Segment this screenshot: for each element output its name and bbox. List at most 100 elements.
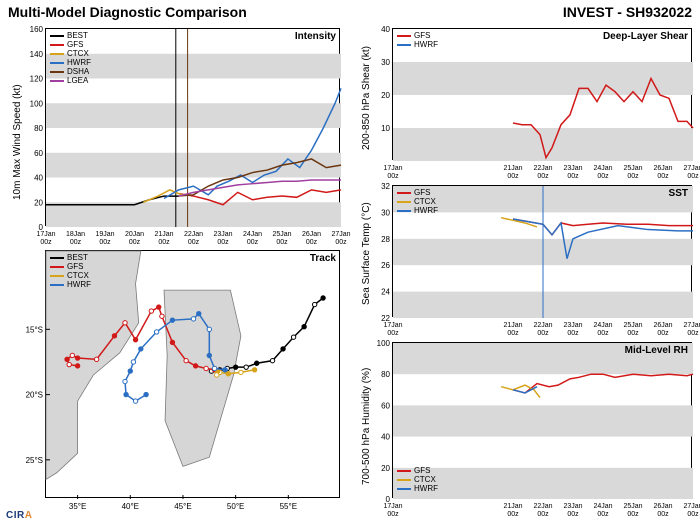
svg-text:160: 160 [30, 25, 44, 34]
header: Multi-Model Diagnostic Comparison INVEST… [8, 4, 692, 20]
legend-label: GFS [414, 466, 430, 475]
svg-text:120: 120 [30, 75, 44, 84]
svg-text:00z: 00z [567, 511, 579, 518]
svg-text:17Jan: 17Jan [383, 165, 402, 172]
svg-text:00z: 00z [567, 173, 579, 180]
legend-swatch [397, 192, 411, 194]
panel-track: 35°E40°E45°E50°E55°E15°S20°S25°S Track B… [45, 250, 340, 498]
svg-text:00z: 00z [129, 239, 141, 246]
chart-rh: 02040608010017Jan00z21Jan00z22Jan00z23Ja… [393, 343, 693, 499]
panel-shear: 1020304017Jan00z21Jan00z22Jan00z23Jan00z… [392, 28, 692, 160]
panel-rh: 02040608010017Jan00z21Jan00z22Jan00z23Ja… [392, 342, 692, 498]
legend-item: BEST [50, 253, 91, 262]
legend-swatch [397, 470, 411, 472]
svg-text:26Jan: 26Jan [653, 503, 672, 510]
legend-item: GFS [50, 40, 91, 49]
header-title-right: INVEST - SH932022 [563, 4, 692, 20]
svg-text:24Jan: 24Jan [243, 231, 262, 238]
svg-text:17Jan: 17Jan [383, 503, 402, 510]
legend-label: CTCX [67, 271, 89, 280]
svg-text:00z: 00z [687, 511, 699, 518]
sst-legend: GFSCTCXHWRF [397, 188, 438, 215]
legend-item: GFS [397, 188, 438, 197]
svg-text:15°S: 15°S [26, 325, 43, 334]
svg-text:23Jan: 23Jan [563, 165, 582, 172]
shear-title: Deep-Layer Shear [603, 31, 688, 42]
svg-text:00z: 00z [335, 239, 347, 246]
svg-text:35°E: 35°E [69, 502, 86, 511]
legend-label: HWRF [414, 40, 438, 49]
svg-text:00z: 00z [627, 511, 639, 518]
svg-text:30: 30 [381, 208, 390, 217]
svg-text:55°E: 55°E [280, 502, 297, 511]
svg-text:23Jan: 23Jan [563, 503, 582, 510]
svg-text:80: 80 [381, 370, 390, 379]
legend-label: CTCX [414, 475, 436, 484]
track-legend: BESTGFSCTCXHWRF [50, 253, 91, 289]
svg-text:40: 40 [381, 433, 390, 442]
legend-label: HWRF [414, 484, 438, 493]
svg-text:00z: 00z [537, 511, 549, 518]
svg-text:24Jan: 24Jan [593, 322, 612, 329]
svg-text:30: 30 [381, 58, 390, 67]
legend-item: BEST [50, 31, 91, 40]
svg-text:17Jan: 17Jan [383, 322, 402, 329]
legend-label: GFS [67, 262, 83, 271]
svg-text:50°E: 50°E [227, 502, 244, 511]
legend-label: CTCX [67, 49, 89, 58]
svg-text:00z: 00z [507, 330, 519, 337]
svg-text:00z: 00z [507, 173, 519, 180]
svg-text:24Jan: 24Jan [593, 503, 612, 510]
legend-item: HWRF [397, 40, 438, 49]
svg-text:60: 60 [34, 149, 43, 158]
legend-label: HWRF [414, 206, 438, 215]
svg-text:21Jan: 21Jan [503, 322, 522, 329]
svg-text:00z: 00z [687, 173, 699, 180]
svg-text:00z: 00z [387, 330, 399, 337]
legend-swatch [397, 488, 411, 490]
svg-text:28: 28 [381, 235, 390, 244]
svg-text:45°E: 45°E [174, 502, 191, 511]
svg-text:18Jan: 18Jan [66, 231, 85, 238]
svg-text:00z: 00z [40, 239, 52, 246]
svg-text:00z: 00z [537, 330, 549, 337]
legend-swatch [50, 44, 64, 46]
legend-label: GFS [67, 40, 83, 49]
legend-label: HWRF [67, 280, 91, 289]
legend-label: DSHA [67, 67, 89, 76]
svg-text:20Jan: 20Jan [125, 231, 144, 238]
legend-label: BEST [67, 31, 88, 40]
legend-item: CTCX [50, 49, 91, 58]
dashboard-root: { "header": { "title_left": "Multi-Model… [0, 0, 700, 525]
svg-text:60: 60 [381, 401, 390, 410]
legend-swatch [50, 266, 64, 268]
rh-ylabel: 700-500 hPa Humidity (%) [361, 368, 372, 485]
header-title-left: Multi-Model Diagnostic Comparison [8, 4, 247, 20]
svg-text:80: 80 [34, 124, 43, 133]
svg-text:00z: 00z [627, 173, 639, 180]
svg-text:23Jan: 23Jan [213, 231, 232, 238]
svg-text:00z: 00z [687, 330, 699, 337]
legend-swatch [50, 80, 64, 82]
svg-text:17Jan: 17Jan [36, 231, 55, 238]
rh-legend: GFSCTCXHWRF [397, 466, 438, 493]
legend-item: CTCX [50, 271, 91, 280]
sst-ylabel: Sea Surface Temp (°C) [361, 202, 372, 305]
svg-text:22Jan: 22Jan [184, 231, 203, 238]
svg-text:25Jan: 25Jan [623, 322, 642, 329]
svg-text:20°S: 20°S [26, 391, 43, 400]
svg-text:26Jan: 26Jan [302, 231, 321, 238]
cira-logo: CIRA [6, 510, 32, 521]
legend-item: CTCX [397, 475, 438, 484]
svg-text:00z: 00z [306, 239, 318, 246]
legend-item: HWRF [50, 280, 91, 289]
svg-text:40°E: 40°E [122, 502, 139, 511]
shear-legend: GFSHWRF [397, 31, 438, 49]
legend-label: BEST [67, 253, 88, 262]
svg-text:27Jan: 27Jan [683, 503, 700, 510]
legend-label: GFS [414, 188, 430, 197]
legend-swatch [50, 275, 64, 277]
svg-text:100: 100 [377, 339, 391, 348]
svg-text:00z: 00z [99, 239, 111, 246]
svg-text:00z: 00z [597, 173, 609, 180]
